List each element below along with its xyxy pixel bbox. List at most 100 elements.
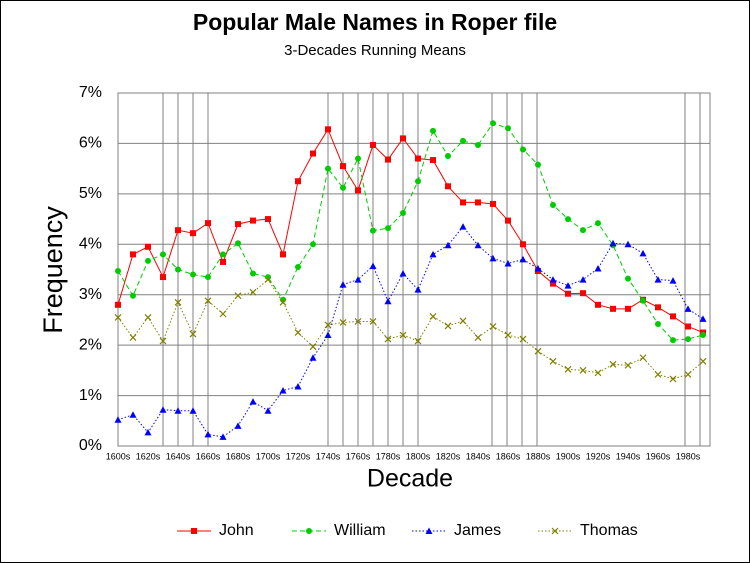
- marker: [565, 290, 571, 297]
- marker: [490, 200, 496, 207]
- marker: [234, 292, 242, 300]
- marker: [249, 398, 257, 405]
- y-axis-label: Frequency: [38, 206, 68, 334]
- marker: [384, 335, 392, 343]
- marker: [445, 183, 451, 190]
- y-tick-label: 7%: [79, 84, 102, 101]
- y-tick-label: 1%: [79, 387, 102, 404]
- marker: [130, 292, 136, 299]
- marker: [549, 357, 557, 365]
- x-tick-label: 1860s: [496, 451, 521, 461]
- marker: [519, 255, 527, 263]
- series-line: [117, 128, 704, 333]
- x-tick-label: 1720s: [286, 451, 311, 461]
- x-tick-label: 1620s: [136, 451, 161, 461]
- marker: [295, 178, 301, 185]
- marker: [670, 313, 676, 320]
- marker: [459, 223, 467, 230]
- x-tick-label: 1760s: [346, 451, 371, 461]
- marker: [489, 254, 497, 262]
- marker: [414, 337, 422, 345]
- marker: [639, 354, 647, 362]
- marker: [444, 322, 452, 330]
- x-tick-label: 1880s: [526, 451, 551, 461]
- marker: [624, 361, 632, 369]
- marker: [309, 354, 317, 361]
- marker: [564, 365, 572, 373]
- marker: [309, 343, 317, 351]
- marker: [655, 320, 661, 327]
- marker: [204, 297, 212, 305]
- marker: [189, 330, 197, 338]
- marker: [504, 331, 512, 339]
- marker: [399, 331, 407, 339]
- marker: [129, 411, 137, 418]
- marker: [685, 336, 691, 343]
- marker: [520, 241, 526, 248]
- marker: [594, 264, 602, 272]
- marker: [339, 281, 347, 288]
- marker: [670, 337, 676, 344]
- marker: [400, 210, 406, 217]
- marker: [399, 270, 407, 277]
- x-tick-label: 1660s: [196, 451, 221, 461]
- marker: [415, 155, 421, 162]
- marker: [175, 266, 181, 273]
- marker: [580, 290, 586, 297]
- marker: [325, 165, 331, 172]
- marker: [429, 250, 437, 258]
- y-tick-label: 3%: [79, 286, 102, 303]
- marker: [355, 187, 361, 194]
- marker: [579, 366, 587, 374]
- marker: [535, 161, 541, 168]
- marker: [264, 276, 272, 284]
- legend-label: Thomas: [580, 522, 638, 539]
- marker: [354, 276, 362, 283]
- x-tick-label: 1700s: [256, 451, 281, 461]
- marker: [310, 241, 316, 248]
- marker: [534, 347, 542, 355]
- marker: [534, 264, 542, 272]
- marker: [699, 315, 707, 322]
- x-tick-label: 1960s: [646, 451, 671, 461]
- marker: [324, 331, 332, 339]
- marker: [385, 156, 391, 163]
- marker: [474, 241, 482, 249]
- marker: [414, 286, 422, 293]
- marker: [294, 382, 302, 390]
- marker: [551, 527, 559, 535]
- marker: [114, 416, 122, 423]
- marker: [160, 274, 166, 281]
- marker: [684, 305, 692, 312]
- marker: [160, 251, 166, 258]
- marker: [609, 239, 617, 247]
- marker: [475, 141, 481, 148]
- marker: [369, 318, 377, 325]
- marker: [609, 360, 617, 368]
- marker: [220, 258, 226, 265]
- x-tick-label: 1840s: [466, 451, 491, 461]
- y-tick-label: 2%: [79, 336, 102, 353]
- x-tick-label: 1820s: [436, 451, 461, 461]
- marker: [475, 199, 481, 206]
- marker: [369, 262, 377, 269]
- series-line: [117, 122, 704, 341]
- legend-label: William: [334, 522, 386, 539]
- marker: [550, 201, 556, 208]
- legend-label: John: [219, 522, 254, 539]
- marker: [505, 217, 511, 224]
- marker: [130, 251, 136, 258]
- marker: [249, 288, 257, 296]
- marker: [295, 263, 301, 270]
- marker: [279, 298, 287, 306]
- marker: [625, 305, 631, 312]
- marker: [669, 277, 677, 284]
- marker: [429, 312, 437, 320]
- marker: [340, 184, 346, 191]
- marker: [699, 357, 707, 365]
- marker: [220, 251, 226, 258]
- marker: [145, 257, 151, 264]
- marker: [189, 407, 197, 414]
- marker: [175, 227, 181, 234]
- marker: [474, 334, 482, 342]
